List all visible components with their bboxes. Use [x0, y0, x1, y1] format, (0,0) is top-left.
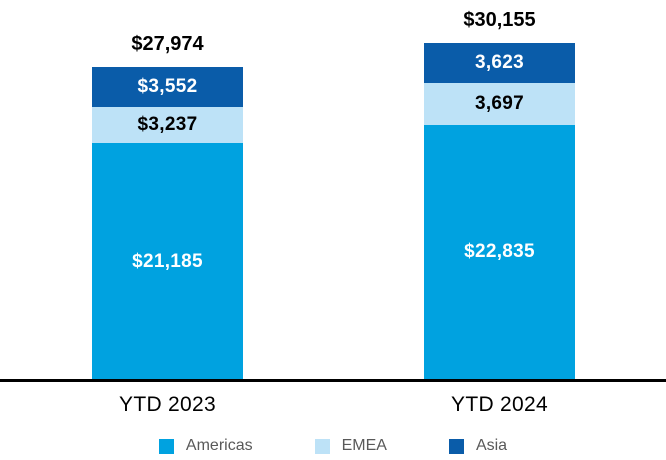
bar-segment-asia-ytd-2023: $3,552 — [92, 67, 243, 108]
x-axis-label-ytd-2023: YTD 2023 — [119, 393, 216, 416]
legend-item-asia: Asia — [448, 437, 508, 455]
segment-value-label-americas-ytd-2023: $21,185 — [132, 250, 203, 272]
legend-label-asia: Asia — [475, 437, 508, 454]
bar-segment-emea-ytd-2023: $3,237 — [92, 107, 243, 144]
bar-total-label-ytd-2024: $30,155 — [463, 9, 536, 31]
legend-item-americas: Americas — [158, 437, 253, 455]
legend-label-emea: EMEA — [341, 437, 387, 454]
legend-item-emea: EMEA — [314, 437, 387, 455]
bar-segment-asia-ytd-2024: 3,623 — [424, 43, 575, 84]
segment-value-label-emea-ytd-2024: 3,697 — [474, 93, 525, 115]
asia-swatch-icon — [448, 438, 464, 454]
bar-segment-americas-ytd-2023: $21,185 — [92, 143, 243, 380]
bar-total-label-ytd-2023: $27,974 — [131, 33, 204, 56]
americas-swatch-icon — [158, 438, 174, 454]
x-axis-label-ytd-2024: YTD 2024 — [451, 393, 548, 416]
segment-value-label-asia-ytd-2023: $3,552 — [137, 76, 198, 98]
bar-segment-emea-ytd-2024: 3,697 — [424, 83, 575, 125]
emea-swatch-icon — [314, 438, 330, 454]
legend-label-americas: Americas — [185, 437, 253, 454]
segment-value-label-asia-ytd-2024: 3,623 — [474, 52, 525, 74]
segment-value-label-emea-ytd-2023: $3,237 — [137, 114, 198, 136]
bar-segment-americas-ytd-2024: $22,835 — [424, 124, 575, 380]
x-axis-line — [0, 379, 666, 382]
segment-value-label-americas-ytd-2024: $22,835 — [464, 241, 535, 263]
legend: Americas EMEA Asia — [0, 437, 666, 455]
